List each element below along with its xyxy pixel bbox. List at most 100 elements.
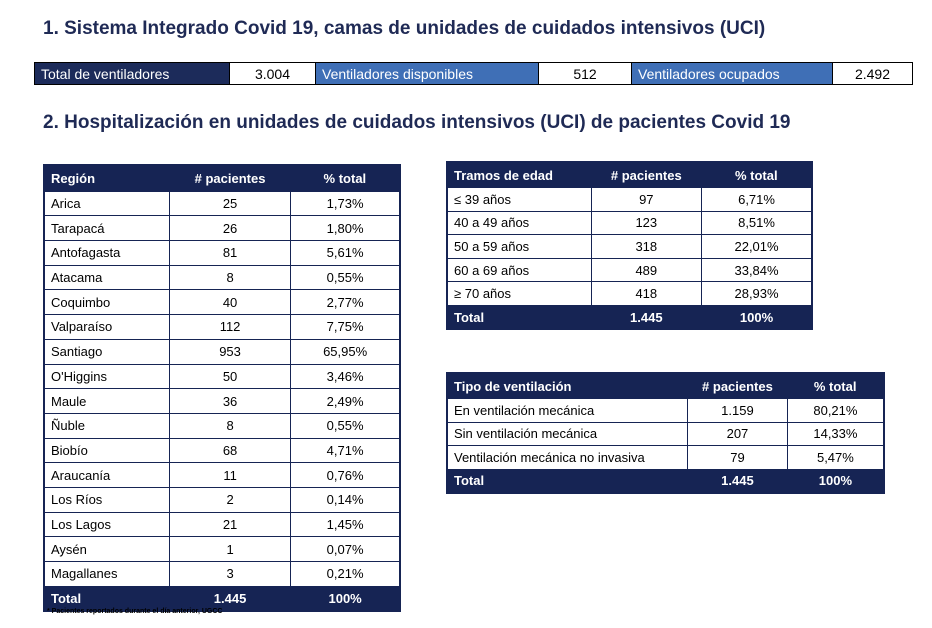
patients-cell: 2 [168, 486, 292, 513]
total-percent-cell: 100% [701, 304, 813, 330]
total-patients-cell: 1.445 [168, 585, 292, 612]
percent-cell: 2,49% [290, 388, 401, 414]
patients-cell: 11 [168, 462, 292, 488]
row-label-cell: Ñuble [43, 412, 170, 439]
row-label-cell: ≤ 39 años [446, 187, 592, 212]
patients-cell: 207 [687, 421, 788, 447]
total-label-cell: Total [446, 304, 592, 330]
percent-cell: 0,55% [290, 412, 401, 439]
patients-cell: 36 [168, 388, 292, 414]
table-row: Coquimbo 40 2,77% [43, 289, 401, 316]
percent-cell: 80,21% [786, 398, 885, 423]
table-row: Maule 36 2,49% [43, 388, 401, 414]
row-label-cell: Santiago [43, 338, 170, 365]
table-row: Ventilación mecánica no invasiva 79 5,47% [446, 445, 885, 470]
table-row: 50 a 59 años 318 22,01% [446, 234, 813, 259]
patients-cell: 953 [168, 338, 292, 365]
patients-header: # pacientes [591, 162, 702, 188]
percent-header: % total [787, 373, 884, 399]
table-row: Tarapacá 26 1,80% [43, 215, 401, 242]
table-row: Arica 25 1,73% [43, 190, 401, 217]
percent-header: % total [290, 165, 400, 192]
table-row: Los Ríos 2 0,14% [43, 486, 401, 513]
total-row: Total 1.445 100% [446, 304, 813, 330]
age-table: Tramos de edad # pacientes % total ≤ 39 … [446, 161, 813, 331]
row-label-cell: Tarapacá [43, 215, 170, 242]
percent-cell: 7,75% [290, 314, 401, 340]
row-label-cell: Antofagasta [43, 240, 170, 266]
row-label-cell: Araucanía [43, 462, 170, 488]
table-header-row: Región # pacientes % total [44, 165, 400, 192]
age-header: Tramos de edad [447, 162, 592, 188]
available-ventilators-label: Ventiladores disponibles [316, 63, 538, 84]
row-label-cell: Ventilación mecánica no invasiva [446, 445, 689, 470]
patients-cell: 26 [168, 215, 292, 242]
table-row: En ventilación mecánica 1.159 80,21% [446, 398, 885, 423]
percent-cell: 5,61% [290, 240, 401, 266]
patients-cell: 418 [590, 281, 703, 306]
row-label-cell: Arica [43, 190, 170, 217]
table-row: ≤ 39 años 97 6,71% [446, 187, 813, 212]
ventilation-type-header: Tipo de ventilación [447, 373, 688, 399]
total-patients-cell: 1.445 [687, 468, 788, 494]
percent-cell: 0,07% [290, 536, 401, 562]
total-label-cell: Total [446, 468, 689, 494]
footnote: * Pacientes reportados durante el día an… [47, 608, 223, 615]
percent-cell: 4,71% [290, 437, 401, 464]
row-label-cell: Maule [43, 388, 170, 414]
table-row: ≥ 70 años 418 28,93% [446, 281, 813, 306]
row-label-cell: En ventilación mecánica [446, 398, 689, 423]
percent-cell: 28,93% [701, 281, 813, 306]
patients-header: # pacientes [169, 165, 291, 192]
patients-cell: 489 [590, 257, 703, 283]
table-header-row: Tramos de edad # pacientes % total [447, 162, 812, 188]
patients-cell: 25 [168, 190, 292, 217]
percent-cell: 1,80% [290, 215, 401, 242]
table-row: 60 a 69 años 489 33,84% [446, 257, 813, 283]
table-row: O'Higgins 50 3,46% [43, 363, 401, 390]
patients-cell: 21 [168, 511, 292, 538]
percent-cell: 2,77% [290, 289, 401, 316]
row-label-cell: Coquimbo [43, 289, 170, 316]
table-row: Atacama 8 0,55% [43, 264, 401, 291]
patients-cell: 8 [168, 264, 292, 291]
row-label-cell: Sin ventilación mecánica [446, 421, 689, 447]
row-label-cell: 60 a 69 años [446, 257, 592, 283]
table-row: Valparaíso 112 7,75% [43, 314, 401, 340]
percent-cell: 0,55% [290, 264, 401, 291]
total-patients-cell: 1.445 [590, 304, 703, 330]
percent-cell: 1,73% [290, 190, 401, 217]
table-row: Los Lagos 21 1,45% [43, 511, 401, 538]
available-ventilators-value: 512 [538, 63, 632, 84]
total-row: Total 1.445 100% [446, 468, 885, 494]
table-row: Santiago 953 65,95% [43, 338, 401, 365]
patients-cell: 8 [168, 412, 292, 439]
percent-cell: 14,33% [786, 421, 885, 447]
row-label-cell: Atacama [43, 264, 170, 291]
ventilation-table: Tipo de ventilación # pacientes % total … [446, 372, 885, 494]
percent-cell: 5,47% [786, 445, 885, 470]
table-row: Aysén 1 0,07% [43, 536, 401, 562]
percent-cell: 0,21% [290, 561, 401, 587]
percent-cell: 8,51% [701, 210, 813, 236]
table-row: Magallanes 3 0,21% [43, 561, 401, 587]
percent-cell: 0,14% [290, 486, 401, 513]
occupied-ventilators-label: Ventiladores ocupados [632, 63, 832, 84]
row-label-cell: 40 a 49 años [446, 210, 592, 236]
patients-cell: 79 [687, 445, 788, 470]
table-row: Antofagasta 81 5,61% [43, 240, 401, 266]
table-row: Sin ventilación mecánica 207 14,33% [446, 421, 885, 447]
patients-cell: 97 [590, 187, 703, 212]
region-header: Región [44, 165, 170, 192]
patients-cell: 81 [168, 240, 292, 266]
patients-header: # pacientes [687, 373, 788, 399]
ventilator-summary: Total de ventiladores 3.004 Ventiladores… [34, 62, 913, 85]
patients-cell: 1 [168, 536, 292, 562]
total-ventilators-label: Total de ventiladores [35, 63, 229, 84]
total-label-cell: Total [43, 585, 170, 612]
total-ventilators-value: 3.004 [229, 63, 316, 84]
patients-cell: 1.159 [687, 398, 788, 423]
row-label-cell: 50 a 59 años [446, 234, 592, 259]
patients-cell: 123 [590, 210, 703, 236]
patients-cell: 112 [168, 314, 292, 340]
